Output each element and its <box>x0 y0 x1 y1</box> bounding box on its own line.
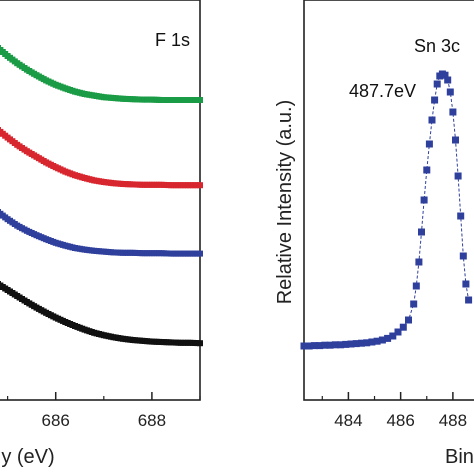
sn3d-series-0-point <box>310 342 318 350</box>
sn3d-series-0-point <box>410 300 418 308</box>
sn3d-series-0-point <box>420 196 428 204</box>
f1s-series-2-point <box>197 250 203 257</box>
sn3d-series-0-point <box>373 337 381 345</box>
sn3d-x-tick-label: 488 <box>439 411 467 430</box>
sn3d-series-0-point <box>394 328 402 336</box>
f1s-series-0-point <box>197 97 203 103</box>
sn3d-series-0-point <box>431 96 439 104</box>
sn3d-y-axis-title: Relative Intensity (a.u.) <box>274 100 296 305</box>
sn3d-series-0-point <box>342 340 350 348</box>
sn3d-x-axis-title: Bin <box>445 446 474 468</box>
sn3d-series-0-point <box>454 172 462 180</box>
sn3d-series-0-point <box>378 336 386 344</box>
sn3d-series-0-point <box>389 332 397 340</box>
sn3d-series-0-point <box>321 341 329 349</box>
sn3d-series-0-point <box>384 334 392 342</box>
sn3d-x-ticks: 484 486 488 <box>321 392 467 430</box>
sn3d-panel: 484 486 488 Sn 3c 487.7eV Relative Intensi… <box>274 0 474 468</box>
sn3d-series-0-point <box>337 341 345 349</box>
f1s-panel: 686 688 F 1s y (eV) <box>0 0 203 468</box>
sn3d-series-0-point <box>352 340 360 348</box>
f1s-x-tick-label: 686 <box>42 411 70 430</box>
f1s-x-tick-label: 688 <box>138 411 166 430</box>
sn3d-series-0-point <box>418 228 425 236</box>
sn3d-series-0-point <box>459 252 467 260</box>
sn3d-series-0-point <box>300 342 308 350</box>
sn3d-series-0-point <box>425 140 433 148</box>
sn3d-series-0-point <box>326 341 334 349</box>
sn3d-series-0-point <box>462 280 470 288</box>
sn3d-series-0-point <box>347 340 355 348</box>
sn3d-x-tick-label: 484 <box>334 411 362 430</box>
f1s-series-group <box>0 45 203 347</box>
sn3d-series-0-point <box>441 71 449 79</box>
sn3d-series-0-point <box>452 136 459 144</box>
sn3d-series-0-point <box>423 166 431 174</box>
sn3d-series-0-point <box>305 342 313 350</box>
sn3d-series-0-point <box>368 338 376 346</box>
f1s-series-3-point <box>197 340 203 347</box>
f1s-x-ticks: 686 688 <box>7 392 201 430</box>
sn3d-series-0-point <box>358 339 365 347</box>
sn3d-series-0-point <box>412 282 420 290</box>
f1s-series-1-point <box>197 182 203 189</box>
sn3d-series-0-point <box>465 296 473 304</box>
sn3d-series-0-point <box>415 258 423 266</box>
sn3d-series-0-point <box>446 88 454 96</box>
sn3d-series-0-point <box>399 323 407 331</box>
sn3d-series-0-point <box>457 212 465 220</box>
f1s-panel-label: F 1s <box>155 30 190 50</box>
sn3d-panel-label: Sn 3c <box>414 36 460 56</box>
sn3d-plot-frame <box>303 0 474 401</box>
sn3d-series-0-line <box>304 73 470 347</box>
sn3d-series-0-point <box>428 116 436 124</box>
f1s-plot-frame <box>0 0 201 401</box>
sn3d-x-tick-label: 486 <box>386 411 414 430</box>
sn3d-series-0-point <box>316 342 324 350</box>
sn3d-peak-annotation: 487.7eV <box>349 81 416 101</box>
sn3d-series-0-point <box>331 341 339 349</box>
sn3d-series-0-point <box>444 76 452 84</box>
sn3d-series-0-point <box>405 316 412 324</box>
sn3d-series-0-point <box>433 80 441 88</box>
f1s-x-axis-title: y (eV) <box>1 446 54 468</box>
sn3d-series-group <box>300 70 473 350</box>
sn3d-series-0-point <box>449 108 457 116</box>
sn3d-series-0-point <box>363 339 371 347</box>
